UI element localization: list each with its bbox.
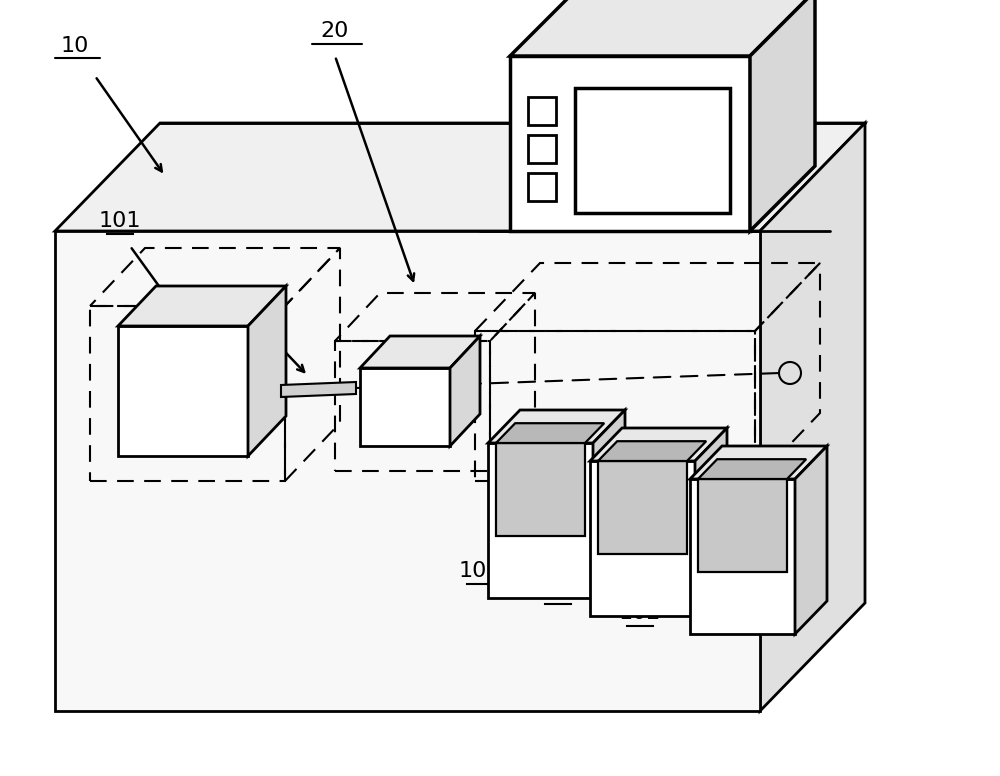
- Text: 102: 102: [619, 603, 661, 623]
- Polygon shape: [750, 0, 815, 231]
- Polygon shape: [698, 479, 787, 572]
- Text: 102: 102: [537, 581, 579, 601]
- Text: 100: 100: [244, 301, 286, 321]
- Polygon shape: [760, 123, 865, 711]
- Polygon shape: [528, 173, 556, 201]
- Polygon shape: [118, 326, 248, 456]
- Polygon shape: [795, 446, 827, 634]
- Polygon shape: [593, 410, 625, 598]
- Polygon shape: [690, 479, 795, 634]
- Polygon shape: [496, 423, 604, 443]
- Polygon shape: [590, 461, 695, 616]
- Polygon shape: [55, 123, 865, 231]
- Polygon shape: [488, 410, 625, 443]
- Polygon shape: [488, 443, 593, 598]
- Polygon shape: [575, 88, 730, 213]
- Polygon shape: [698, 459, 806, 479]
- Text: 20: 20: [321, 21, 349, 41]
- Polygon shape: [450, 336, 480, 446]
- Polygon shape: [55, 231, 760, 711]
- Polygon shape: [598, 461, 687, 554]
- Polygon shape: [695, 428, 727, 616]
- Text: 101: 101: [99, 211, 141, 231]
- Polygon shape: [528, 135, 556, 163]
- Polygon shape: [360, 368, 450, 446]
- Polygon shape: [248, 286, 286, 456]
- Polygon shape: [496, 443, 585, 536]
- Polygon shape: [118, 286, 286, 326]
- Polygon shape: [281, 382, 356, 397]
- Polygon shape: [510, 0, 815, 56]
- Polygon shape: [598, 442, 706, 461]
- Text: 10: 10: [61, 36, 89, 56]
- Polygon shape: [510, 56, 750, 231]
- Polygon shape: [590, 428, 727, 461]
- Polygon shape: [360, 336, 480, 368]
- Text: 102: 102: [459, 561, 501, 581]
- Polygon shape: [690, 446, 827, 479]
- Polygon shape: [528, 97, 556, 125]
